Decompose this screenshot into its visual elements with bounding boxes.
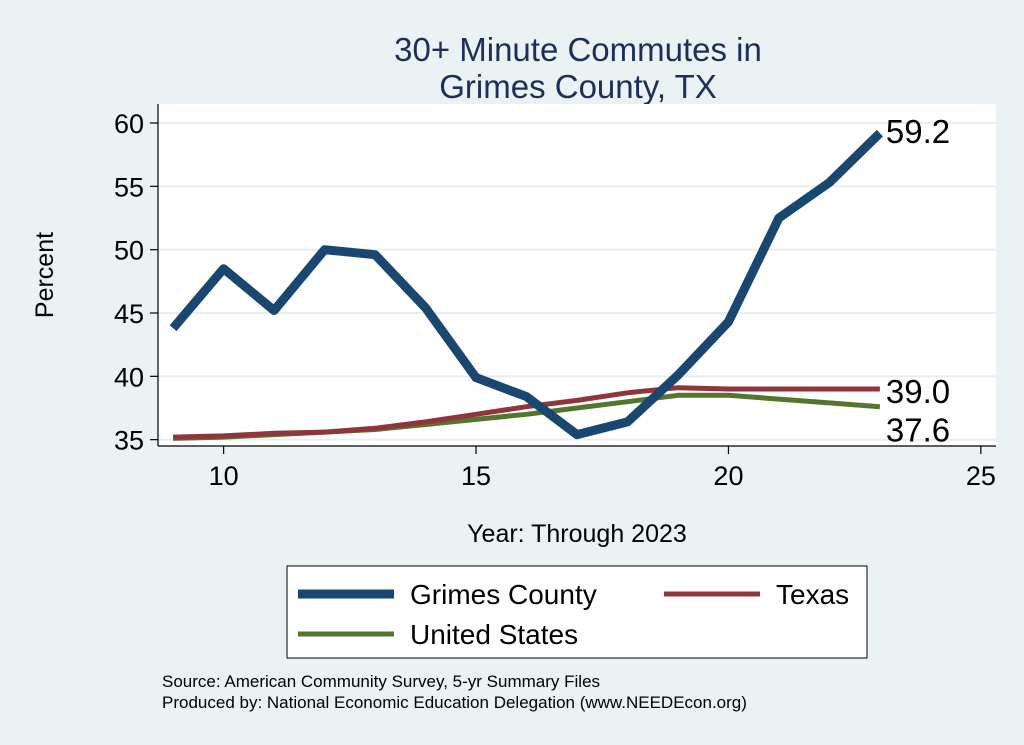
y-tick-label: 45 [114, 299, 144, 329]
chart-title: 30+ Minute Commutes in Grimes County, TX [394, 31, 762, 105]
legend-label-texas: Texas [776, 579, 849, 610]
series-line-texas [173, 385, 880, 440]
title-line-2: Grimes County, TX [439, 68, 717, 105]
legend-label-united-states: United States [410, 619, 578, 650]
y-axis-title: Percent [31, 232, 59, 318]
legend-label-grimes-county: Grimes County [410, 579, 597, 610]
x-tick-label: 20 [713, 461, 743, 491]
axes [157, 104, 996, 447]
end-label-texas: 39.0 [886, 373, 950, 410]
x-axis-ticks: 10 15 20 25 [209, 446, 996, 491]
series-lines [169, 129, 884, 441]
end-labels: 59.2 39.037.6 [886, 113, 950, 449]
y-tick-label: 40 [114, 362, 144, 392]
y-tick-label: 50 [114, 236, 144, 266]
series-line-grimes-county [169, 129, 884, 440]
x-tick-label: 10 [209, 461, 239, 491]
source-note: Source: American Community Survey, 5-yr … [162, 672, 600, 691]
legend-box [286, 565, 868, 659]
title-line-1: 30+ Minute Commutes in [394, 31, 762, 68]
gridlines [158, 122, 996, 441]
produced-note: Produced by: National Economic Education… [162, 693, 747, 712]
x-tick-label: 15 [461, 461, 491, 491]
y-tick-label: 35 [114, 426, 144, 456]
y-axis-ticks: 35 40 45 50 55 60 [114, 109, 158, 456]
end-label-united-states: 37.6 [886, 412, 950, 449]
plot-area [158, 104, 996, 446]
legend: Grimes County Texas United States [286, 565, 868, 659]
y-tick-label: 60 [114, 109, 144, 139]
end-label-grimes-county: 59.2 [886, 113, 950, 150]
y-tick-label: 55 [114, 172, 144, 202]
x-tick-label: 25 [966, 461, 996, 491]
x-axis-title: Year: Through 2023 [467, 520, 687, 548]
